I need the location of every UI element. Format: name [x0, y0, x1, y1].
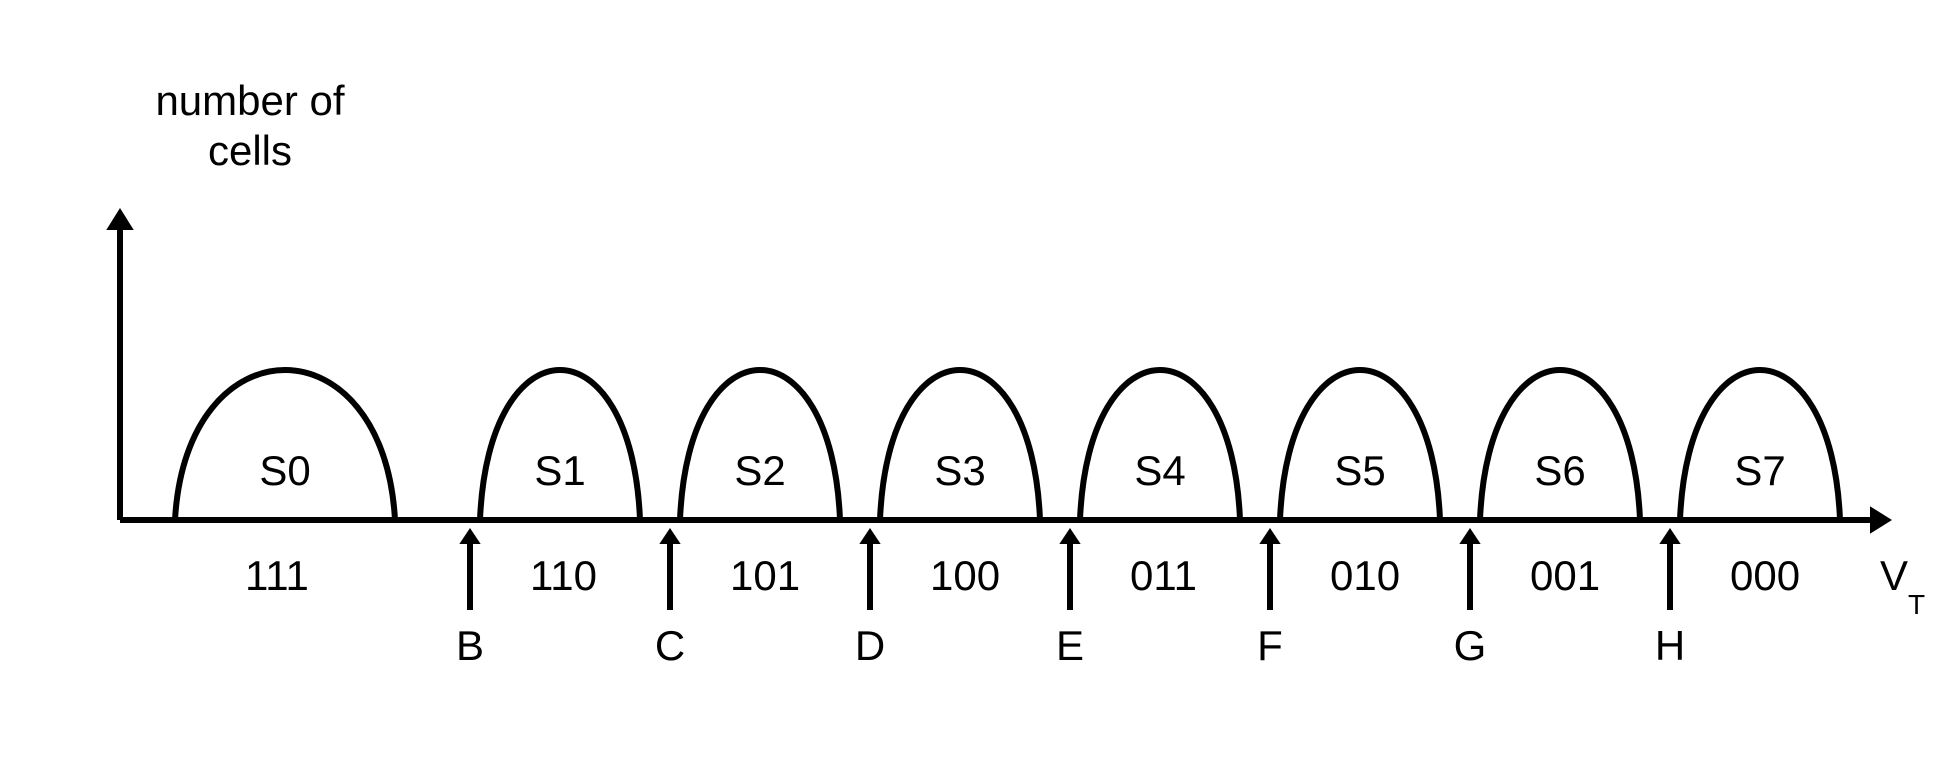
threshold-arrowhead-f: [1259, 528, 1280, 544]
state-label-s7: S7: [1734, 447, 1785, 494]
threshold-arrowhead-g: [1459, 528, 1480, 544]
bits-label-s2: 101: [730, 552, 800, 599]
bits-label-s5: 010: [1330, 552, 1400, 599]
threshold-label-f: F: [1257, 622, 1283, 669]
threshold-label-h: H: [1655, 622, 1685, 669]
threshold-arrowhead-d: [859, 528, 880, 544]
threshold-arrowhead-b: [459, 528, 480, 544]
state-label-s0: S0: [259, 447, 310, 494]
state-label-s3: S3: [934, 447, 985, 494]
threshold-arrowhead-e: [1059, 528, 1080, 544]
y-axis-label-line1: number of: [155, 77, 344, 124]
state-label-s4: S4: [1134, 447, 1185, 494]
state-label-s5: S5: [1334, 447, 1385, 494]
distribution-lobe-s0: [175, 370, 395, 520]
distribution-lobe-s1: [480, 370, 640, 520]
threshold-arrowhead-h: [1659, 528, 1680, 544]
threshold-label-c: C: [655, 622, 685, 669]
bits-label-s6: 001: [1530, 552, 1600, 599]
state-label-s2: S2: [734, 447, 785, 494]
bits-label-s1: 110: [530, 552, 597, 599]
x-axis-arrowhead: [1870, 506, 1892, 534]
distribution-lobe-s2: [680, 370, 840, 520]
distribution-lobe-s4: [1080, 370, 1240, 520]
distribution-lobe-s3: [880, 370, 1040, 520]
y-axis-label-line2: cells: [208, 127, 292, 174]
threshold-label-d: D: [855, 622, 885, 669]
threshold-label-b: B: [456, 622, 484, 669]
state-label-s1: S1: [534, 447, 585, 494]
x-axis-label: VT: [1880, 552, 1925, 620]
state-label-s6: S6: [1534, 447, 1585, 494]
distribution-lobe-s6: [1480, 370, 1640, 520]
bits-label-s0: 111: [245, 552, 309, 599]
distribution-lobe-s7: [1680, 370, 1840, 520]
distribution-lobe-s5: [1280, 370, 1440, 520]
threshold-label-g: G: [1454, 622, 1487, 669]
bits-label-s7: 000: [1730, 552, 1800, 599]
bits-label-s3: 100: [930, 552, 1000, 599]
y-axis-arrowhead: [106, 208, 134, 230]
threshold-label-e: E: [1056, 622, 1084, 669]
threshold-arrowhead-c: [659, 528, 680, 544]
bits-label-s4: 011: [1130, 552, 1197, 599]
threshold-voltage-distribution-diagram: number ofcells VT S0 111 S1 110 S2 101 S3 100 S4 01…: [0, 0, 1935, 773]
